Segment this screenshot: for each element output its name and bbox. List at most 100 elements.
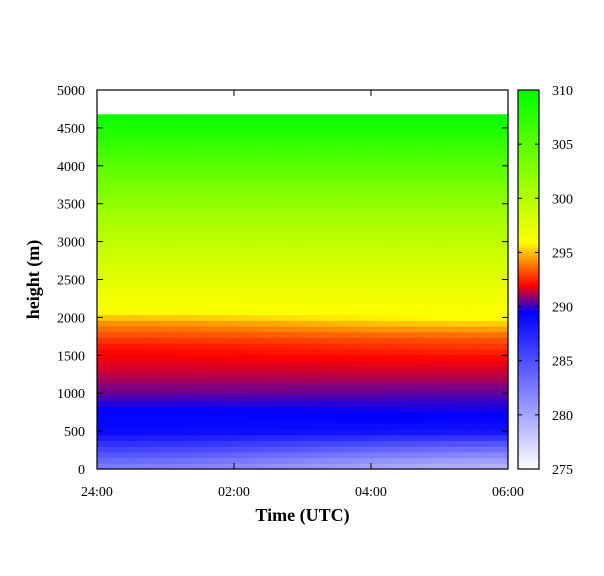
heatmap-cell: [138, 423, 149, 430]
colorbar-cell: [518, 136, 539, 140]
heatmap-cell: [466, 114, 478, 121]
heatmap-cell: [230, 371, 242, 379]
heatmap-cell: [97, 394, 108, 401]
heatmap-cell: [97, 251, 108, 258]
heatmap-cell: [374, 463, 386, 470]
heatmap-cell: [179, 188, 191, 195]
heatmap-cell: [302, 411, 314, 419]
heatmap-cell: [138, 400, 149, 407]
heatmap-cell: [436, 194, 447, 201]
heatmap-cell: [405, 245, 417, 253]
heatmap-cell: [199, 171, 211, 178]
heatmap-cell: [168, 257, 180, 264]
heatmap-cell: [107, 348, 119, 356]
heatmap-cell: [251, 303, 262, 310]
heatmap-cell: [364, 303, 376, 310]
heatmap-cell: [466, 366, 478, 373]
heatmap-cell: [261, 348, 273, 356]
heatmap-cell: [323, 428, 334, 436]
heatmap-cell: [179, 131, 191, 138]
colorbar-tick-label: 290: [552, 301, 573, 316]
heatmap-cell: [189, 360, 201, 367]
heatmap-cell: [240, 297, 252, 304]
heatmap-cell: [312, 434, 324, 441]
heatmap-cell: [189, 411, 201, 419]
heatmap-cell: [158, 182, 170, 190]
colorbar-cell: [518, 349, 539, 354]
colorbar-cell: [518, 268, 539, 272]
heatmap-cell: [415, 137, 427, 144]
heatmap-cell: [240, 440, 252, 447]
heatmap-cell: [343, 194, 355, 201]
heatmap-cell: [384, 360, 396, 367]
heatmap-cell: [281, 308, 293, 316]
heatmap-cell: [353, 194, 365, 201]
heatmap-cell: [466, 245, 478, 253]
heatmap-cell: [148, 308, 160, 316]
heatmap-cell: [240, 303, 252, 310]
heatmap-cell: [446, 119, 458, 127]
heatmap-cell: [333, 263, 345, 270]
heatmap-cell: [374, 188, 386, 195]
heatmap-cell: [374, 154, 386, 161]
heatmap-cell: [210, 320, 221, 327]
heatmap-cell: [189, 137, 201, 144]
heatmap-cell: [487, 434, 499, 441]
heatmap-cell: [466, 440, 478, 447]
heatmap-cell: [107, 285, 119, 293]
heatmap-cell: [323, 343, 334, 350]
heatmap-cell: [446, 297, 458, 304]
heatmap-cell: [168, 428, 180, 436]
heatmap-cell: [168, 411, 180, 419]
heatmap-cell: [292, 303, 304, 310]
heatmap-cell: [168, 165, 180, 173]
heatmap-cell: [353, 406, 365, 413]
heatmap-cell: [415, 451, 427, 459]
heatmap-cell: [456, 337, 468, 344]
heatmap-cell: [261, 205, 273, 213]
heatmap-cell: [138, 383, 149, 390]
colorbar-cell: [518, 366, 539, 370]
heatmap-cell: [477, 165, 489, 173]
heatmap-cell: [302, 331, 314, 338]
heatmap-cell: [189, 268, 201, 276]
heatmap-cell: [281, 325, 293, 333]
heatmap-cell: [168, 285, 180, 293]
heatmap-cell: [97, 331, 108, 338]
heatmap-cell: [251, 428, 262, 436]
heatmap-cell: [271, 394, 283, 401]
heatmap-cell: [230, 234, 242, 241]
heatmap-cell: [210, 366, 221, 373]
heatmap-cell: [148, 194, 160, 201]
heatmap-cell: [251, 417, 262, 424]
heatmap-cell: [497, 417, 509, 424]
heatmap-cell: [168, 451, 180, 459]
heatmap-cell: [220, 274, 232, 281]
heatmap-cell: [425, 182, 437, 190]
heatmap-cell: [343, 428, 355, 436]
heatmap-cell: [189, 154, 201, 161]
heatmap-cell: [364, 228, 376, 236]
heatmap-cell: [271, 434, 283, 441]
heatmap-cell: [323, 119, 334, 127]
heatmap-cell: [292, 240, 304, 247]
heatmap-cell: [168, 228, 180, 236]
heatmap-cell: [261, 245, 273, 253]
heatmap-cell: [374, 320, 386, 327]
heatmap-cell: [240, 194, 252, 201]
heatmap-cell: [240, 257, 252, 264]
colorbar-cell: [518, 436, 539, 440]
heatmap-cell: [425, 274, 437, 281]
heatmap-cell: [158, 280, 170, 287]
heatmap-cell: [179, 440, 191, 447]
heatmap-cell: [425, 154, 437, 161]
heatmap-cell: [394, 154, 406, 161]
y-tick-label: 5000: [57, 84, 85, 99]
heatmap-cell: [240, 354, 252, 361]
heatmap-cell: [158, 371, 170, 379]
heatmap-cell: [189, 297, 201, 304]
heatmap-cell: [446, 148, 458, 155]
heatmap-cell: [261, 114, 273, 121]
colorbar-cell: [518, 127, 539, 132]
